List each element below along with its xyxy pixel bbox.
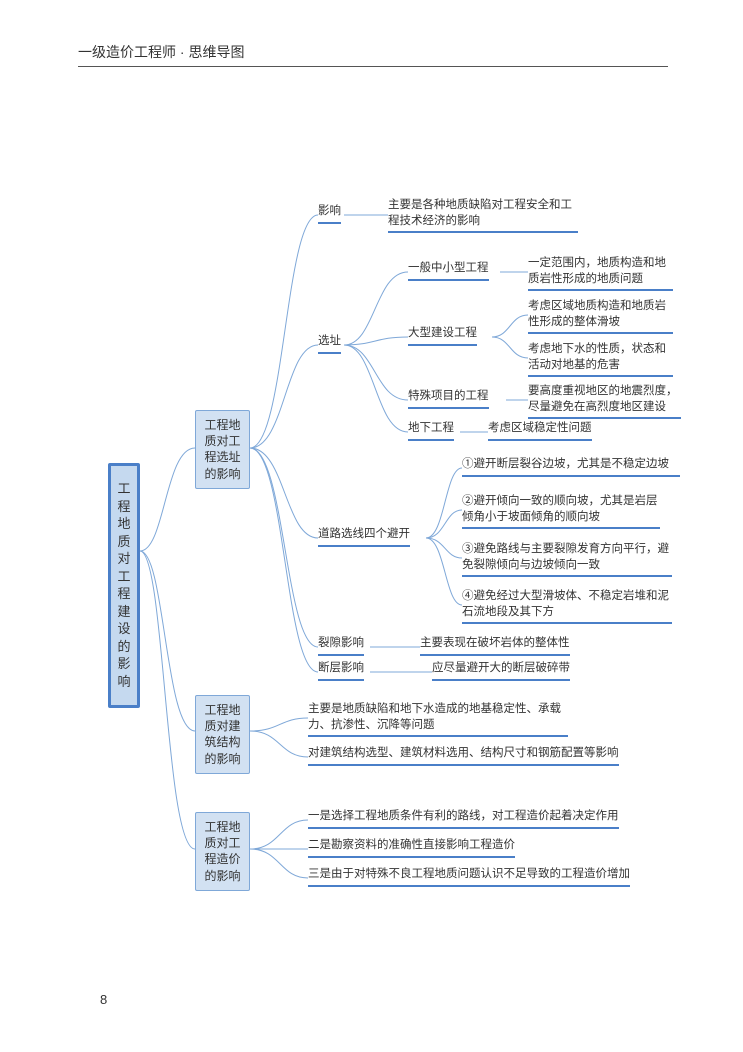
node-裂隙: 裂隙影响 [318, 636, 364, 656]
sub-node-2: 工程地质对建筑结构的影响 [195, 695, 250, 774]
sub-label: 工程地质对工程选址的影响 [204, 418, 240, 481]
root-node: 工程地质对工程建设的影响 [108, 463, 140, 708]
leaf: 要高度重视地区的地震烈度，尽量避免在高烈度地区建设 [528, 384, 681, 419]
leaf: ③避免路线与主要裂隙发育方向平行，避免裂隙倾向与边坡倾向一致 [462, 542, 672, 577]
node-断层: 断层影响 [318, 661, 364, 681]
leaf: 一定范围内，地质构造和地质岩性形成的地质问题 [528, 256, 673, 291]
node-影响: 影响 [318, 204, 341, 224]
leaf: ④避免经过大型滑坡体、不稳定岩堆和泥石流地段及其下方 [462, 589, 672, 624]
leaf: 对建筑结构选型、建筑材料选用、结构尺寸和钢筋配置等影响 [308, 746, 619, 766]
leaf: 主要表现在破坏岩体的整体性 [420, 636, 570, 656]
leaf: ②避开倾向一致的顺向坡，尤其是岩层倾角小于坡面倾角的顺向坡 [462, 494, 660, 529]
leaf: ①避开断层裂谷边坡，尤其是不稳定边坡 [462, 457, 680, 477]
leaf: 考虑区域稳定性问题 [488, 421, 592, 441]
leaf: 三是由于对特殊不良工程地质问题认识不足导致的工程造价增加 [308, 867, 630, 887]
sub-label: 工程地质对工程造价的影响 [204, 820, 240, 883]
page-number: 8 [100, 992, 107, 1007]
leaf: 主要是地质缺陷和地下水造成的地基稳定性、承载力、抗渗性、沉降等问题 [308, 702, 568, 737]
node-大型: 大型建设工程 [408, 326, 477, 346]
leaf: 一是选择工程地质条件有利的路线，对工程造价起着决定作用 [308, 809, 619, 829]
leaf: 应尽量避开大的断层破碎带 [432, 661, 570, 681]
leaf: 二是勘察资料的准确性直接影响工程造价 [308, 838, 515, 858]
node-道路选线: 道路选线四个避开 [318, 527, 410, 547]
sub-node-1: 工程地质对工程选址的影响 [195, 410, 250, 489]
page-header: 一级造价工程师 · 思维导图 [78, 42, 244, 62]
leaf: 主要是各种地质缺陷对工程安全和工程技术经济的影响 [388, 198, 578, 233]
leaf: 考虑地下水的性质，状态和活动对地基的危害 [528, 342, 673, 377]
sub-label: 工程地质对建筑结构的影响 [204, 703, 240, 766]
leaf: 考虑区域地质构造和地质岩性形成的整体滑坡 [528, 299, 673, 334]
node-一般中小: 一般中小型工程 [408, 261, 489, 281]
header-underline [78, 66, 668, 67]
sub-node-3: 工程地质对工程造价的影响 [195, 812, 250, 891]
node-选址: 选址 [318, 334, 341, 354]
node-特殊: 特殊项目的工程 [408, 389, 489, 409]
node-地下: 地下工程 [408, 421, 454, 441]
root-label: 工程地质对工程建设的影响 [117, 481, 130, 689]
